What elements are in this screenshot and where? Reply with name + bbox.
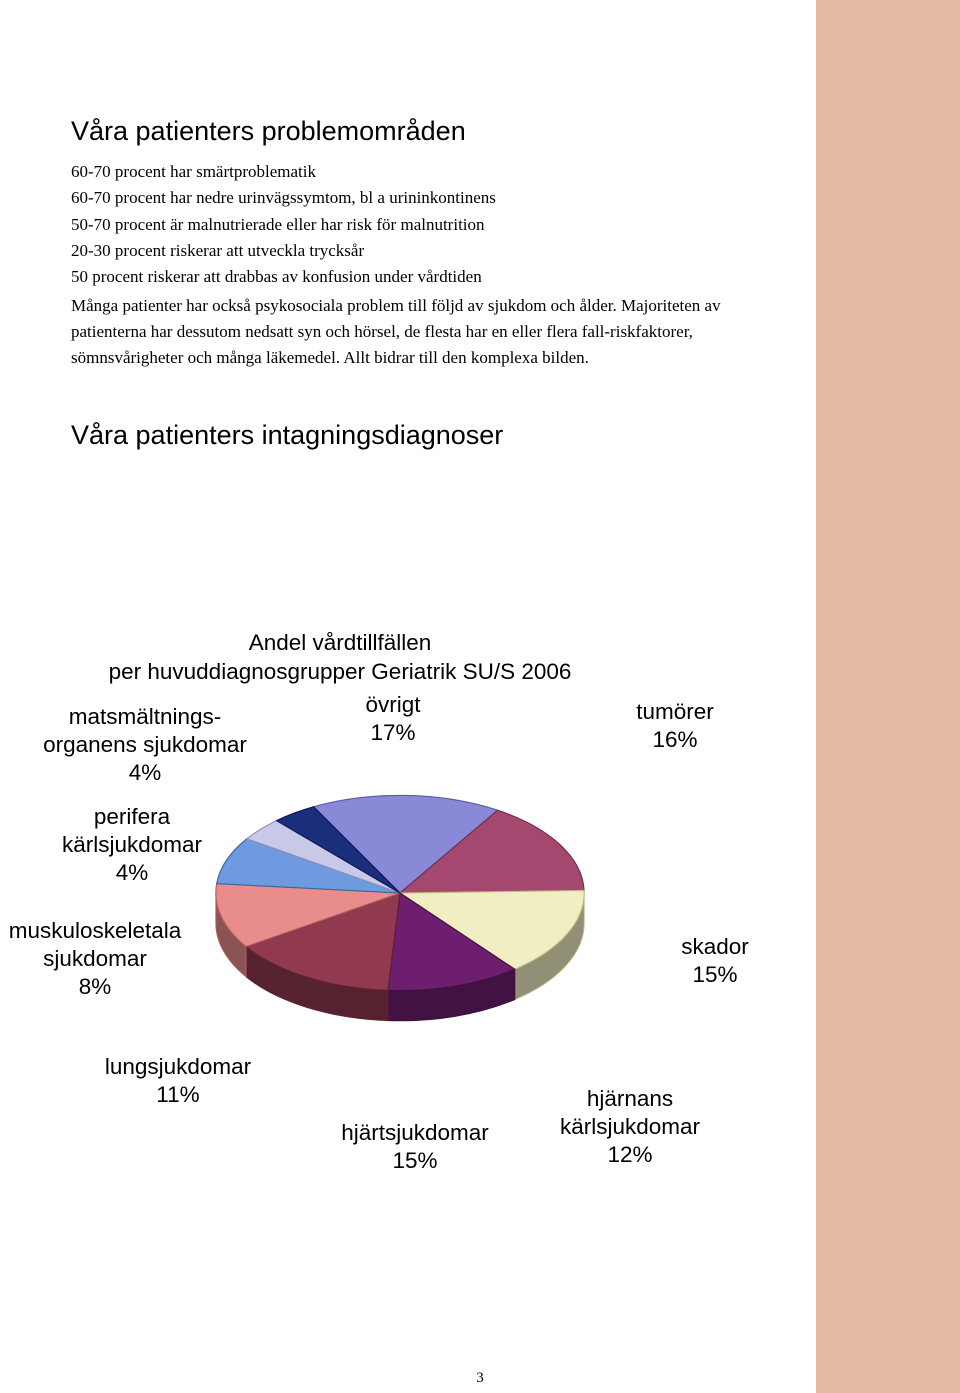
pie-label: hjärtsjukdomar 15% [341, 1119, 489, 1175]
pie-label: övrigt 17% [365, 691, 420, 747]
pie-label: lungsjukdomar 11% [105, 1053, 251, 1109]
bullet-1: 60-70 procent har nedre urinvägssymtom, … [71, 185, 791, 211]
pie-label: matsmältnings- organens sjukdomar 4% [43, 703, 247, 787]
bullet-2: 50-70 procent är malnutrierade eller har… [71, 212, 791, 238]
pie-label: muskuloskeletala sjukdomar 8% [9, 917, 182, 1001]
page-number: 3 [0, 1370, 960, 1387]
pie-label: tumörer 16% [636, 698, 714, 754]
chart-title-line2: per huvuddiagnosgrupper Geriatrik SU/S 2… [109, 659, 572, 684]
paragraph: Många patienter har också psykosociala p… [71, 293, 791, 372]
main-content: Våra patienters problemområden 60-70 pro… [71, 116, 791, 451]
side-stripe [816, 0, 960, 1393]
pie-label: skador 15% [681, 933, 749, 989]
bullet-3: 20-30 procent riskerar att utveckla tryc… [71, 238, 791, 264]
pie-chart-area: Andel vårdtillfällen per huvuddiagnosgru… [0, 628, 760, 1328]
pie-label: hjärnans kärlsjukdomar 12% [560, 1085, 700, 1169]
chart-title: Andel vårdtillfällen per huvuddiagnosgru… [0, 628, 680, 687]
heading-problems: Våra patienters problemområden [71, 116, 791, 147]
pie-3d [200, 723, 600, 1063]
bullet-0: 60-70 procent har smärtproblematik [71, 159, 791, 185]
pie-label: perifera kärlsjukdomar 4% [62, 803, 202, 887]
chart-title-line1: Andel vårdtillfällen [249, 630, 432, 655]
heading-diagnoses: Våra patienters intagningsdiagnoser [71, 420, 791, 451]
bullet-4: 50 procent riskerar att drabbas av konfu… [71, 264, 791, 290]
